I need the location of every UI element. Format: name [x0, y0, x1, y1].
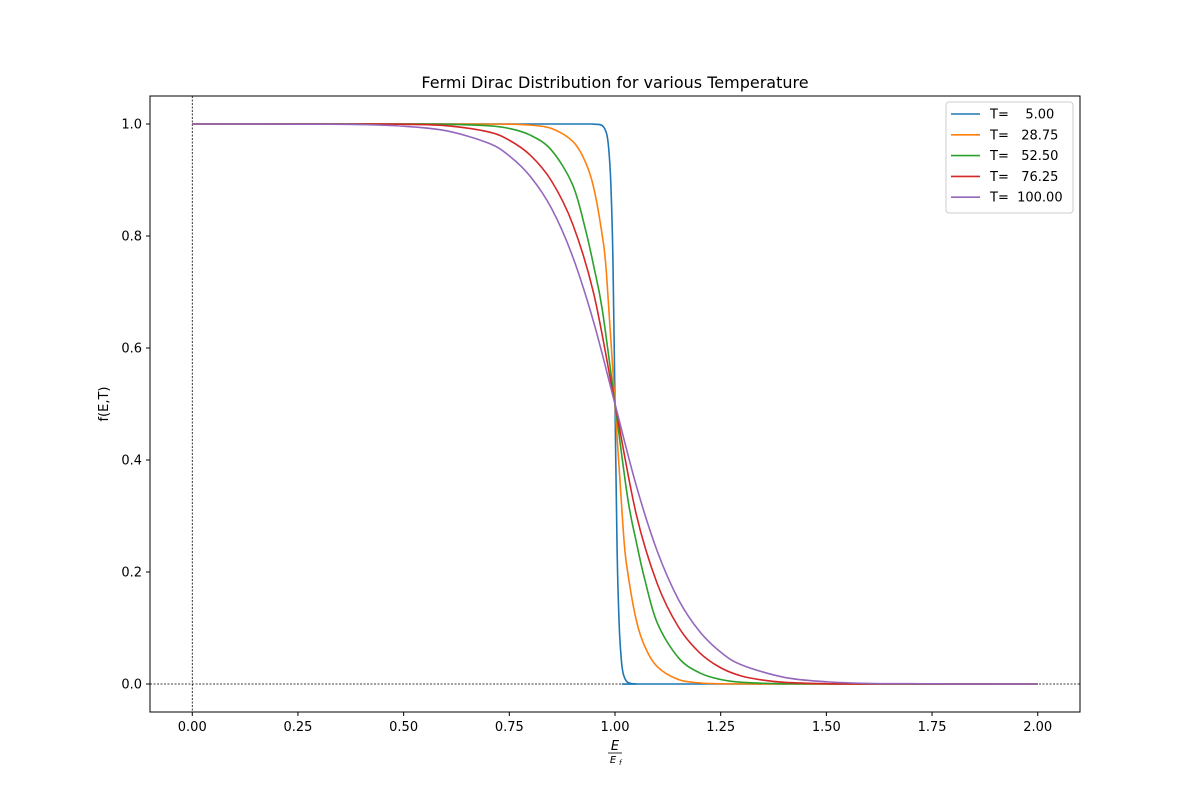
x-tick-label: 0.75 — [495, 720, 524, 735]
x-axis-label-denominator: E — [610, 755, 617, 766]
x-tick-label: 0.25 — [283, 720, 312, 735]
x-axis: 0.00 0.25 0.50 0.75 1.00 1.25 1.50 1.75 2.00 — [178, 712, 1052, 735]
x-tick-label: 1.25 — [706, 720, 735, 735]
x-axis-label-numerator: E — [611, 739, 620, 754]
legend: T= 5.00 T= 28.75 T= 52.50 T= 76.25 T= 100.00 — [945, 101, 1074, 214]
series-line-4 — [192, 123, 1038, 685]
legend-box — [945, 101, 1074, 214]
x-tick-label: 1.50 — [812, 720, 841, 735]
y-axis: 0.0 0.2 0.4 0.6 0.8 1.0 — [121, 118, 150, 693]
x-tick-label: 2.00 — [1023, 720, 1052, 735]
y-tick-label: 0.6 — [121, 342, 142, 357]
x-tick-label: 0.50 — [389, 720, 418, 735]
x-tick-label: 1.75 — [918, 720, 947, 735]
series-line-3 — [192, 123, 1038, 685]
legend-label: T= 100.00 — [989, 191, 1063, 206]
series-layer — [192, 123, 1038, 685]
y-tick-label: 1.0 — [121, 118, 142, 133]
legend-label: T= 76.25 — [989, 170, 1058, 185]
x-axis-label-denominator-subscript: f — [619, 759, 623, 767]
legend-label: T= 28.75 — [989, 128, 1058, 143]
y-tick-label: 0.4 — [121, 454, 142, 469]
x-tick-label: 1.00 — [601, 720, 630, 735]
x-tick-label: 0.00 — [178, 720, 207, 735]
legend-label: T= 52.50 — [989, 149, 1058, 164]
y-tick-label: 0.8 — [121, 230, 142, 245]
x-axis-label: E E f — [608, 739, 623, 767]
series-line-0 — [192, 123, 1038, 685]
legend-label: T= 5.00 — [989, 108, 1054, 123]
chart-title: Fermi Dirac Distribution for various Tem… — [421, 73, 808, 92]
y-axis-label: f(E,T) — [97, 386, 112, 421]
y-tick-label: 0.0 — [121, 678, 142, 693]
y-tick-label: 0.2 — [121, 566, 142, 581]
